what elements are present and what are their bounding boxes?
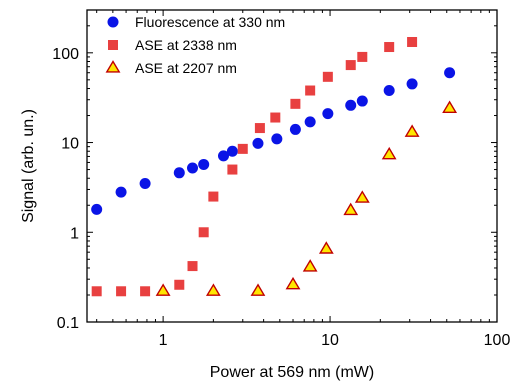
data-point [237,143,248,154]
data-point [198,227,209,238]
series-triangle [155,100,458,296]
axis-ticks: 1 10 100 0.1 1 10 100 [52,9,511,349]
data-point [343,202,359,216]
y-tick-label: 0.1 [57,315,79,332]
data-point [322,71,333,82]
data-point [116,286,127,297]
plot-frame [86,9,498,323]
data-point [252,137,264,149]
data-point [442,100,458,114]
data-point [384,42,395,53]
data-point [345,99,357,111]
data-point [187,162,199,174]
y-tick-label: 10 [61,136,79,153]
data-point [115,186,127,198]
data-point [139,177,151,189]
data-point [285,276,301,290]
legend: Fluorescence at 330 nm ASE at 2338 nm ASE … [105,14,285,76]
data-point [290,98,301,109]
data-point [205,283,221,296]
legend-label: ASE at 2338 nm [135,37,237,53]
y-tick-label: 100 [52,46,79,63]
data-point [381,146,397,160]
data-point [208,191,219,202]
x-axis-label: Power at 569 nm (mW) [210,364,374,381]
data-point [91,203,103,215]
data-point [254,123,265,134]
data-point [406,78,418,90]
data-point [354,190,370,203]
data-point [198,158,210,170]
legend-marker [107,16,119,28]
data-marks [91,36,458,297]
data-point [270,112,281,123]
data-point [271,133,283,145]
data-point [444,67,456,79]
data-point [407,36,418,47]
data-point [227,164,238,175]
y-axis-label: Signal (arb. un.) [20,109,37,223]
x-tick-label: 100 [484,332,511,349]
data-point [289,123,301,135]
y-tick-label: 1 [70,225,79,242]
legend-label: Fluorescence at 330 nm [135,14,285,30]
x-tick-label: 10 [321,332,339,349]
data-point [91,286,102,297]
data-point [155,283,171,296]
data-point [218,150,230,162]
data-point [357,51,368,62]
x-tick-label: 1 [159,332,168,349]
legend-marker [105,60,121,73]
series-circle [91,67,456,215]
data-point [404,124,420,137]
data-point [305,85,316,96]
series-square [91,36,418,297]
data-point [140,286,151,297]
data-point [304,116,316,128]
data-point [187,261,198,272]
data-point [173,167,185,179]
data-point [174,279,185,290]
data-point [383,85,395,97]
data-point [250,283,266,296]
legend-label: ASE at 2207 nm [135,60,237,76]
data-point [322,108,334,120]
data-point [356,95,368,107]
data-point [345,60,356,71]
data-point [302,259,318,272]
legend-marker [108,40,118,50]
data-point [318,241,334,254]
data-point [226,145,238,157]
